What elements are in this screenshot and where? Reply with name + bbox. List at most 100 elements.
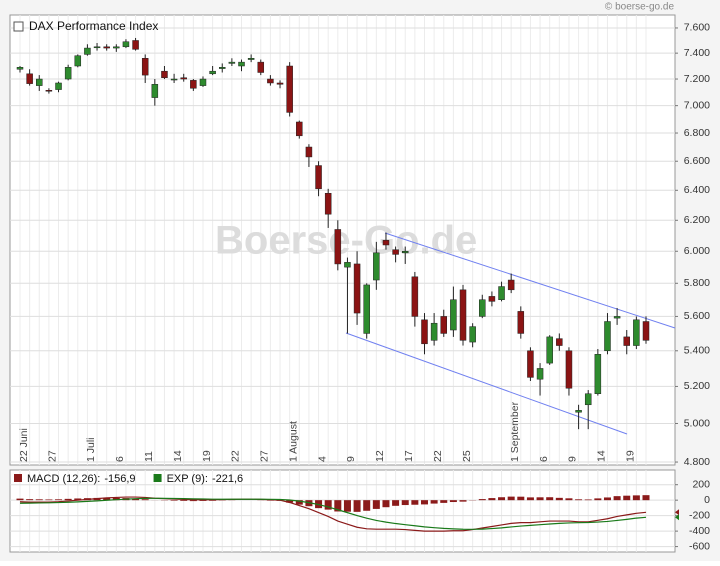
histogram-bar (421, 500, 428, 504)
histogram-bar (623, 496, 630, 500)
histogram-bar (556, 498, 563, 500)
histogram-bar (411, 500, 418, 505)
y-tick-label: 4.800 (684, 456, 710, 468)
y-tick-label: 7.400 (684, 47, 710, 59)
histogram-bar (604, 497, 611, 500)
histogram-bar (479, 499, 486, 500)
x-tick-label: 17 (403, 450, 415, 462)
candle-body (547, 337, 553, 363)
candle-body (373, 253, 379, 280)
histogram-bar (382, 500, 389, 507)
candle-body (643, 322, 649, 341)
histogram-bar (575, 499, 582, 500)
histogram-bar (373, 500, 380, 509)
y-tick-label: -200 (689, 509, 710, 521)
candle-body (527, 351, 533, 378)
histogram-bar (180, 500, 187, 501)
x-tick-label: 6 (538, 456, 550, 462)
candle-body (614, 316, 620, 318)
x-tick-label: 14 (172, 450, 184, 462)
x-tick-label: 12 (374, 450, 386, 462)
candle-body (595, 354, 601, 393)
histogram-bar (354, 500, 361, 512)
candle-body (248, 58, 254, 59)
candle-body (624, 337, 630, 346)
candle-body (412, 277, 418, 317)
histogram-bar (392, 500, 399, 506)
histogram-bar (517, 497, 524, 500)
legend-box (14, 22, 23, 31)
candle-body (27, 74, 33, 84)
candle-body (113, 47, 119, 48)
watermark: Boerse-Go.de (215, 219, 477, 263)
legend-label: DAX Performance Index (29, 19, 158, 33)
candle-body (152, 84, 158, 97)
candle-body (489, 296, 495, 301)
histogram-bar (508, 497, 515, 501)
histogram-bar (26, 499, 33, 500)
candle-body (219, 67, 225, 68)
copyright: © boerse-go.de (605, 2, 675, 13)
candle-body (258, 62, 264, 72)
histogram-bar (45, 499, 52, 500)
candle-body (566, 351, 572, 388)
legend-label: EXP (9): (167, 473, 208, 485)
candle-body (344, 262, 350, 267)
candle-body (393, 250, 399, 255)
candle-body (364, 285, 370, 334)
candle-body (306, 147, 312, 157)
candle-body (518, 311, 524, 333)
candle-body (335, 229, 341, 263)
legend-value: -221,6 (212, 473, 243, 485)
candle-body (421, 320, 427, 344)
candle-body (316, 166, 322, 189)
y-tick-label: 7.000 (684, 99, 710, 111)
x-tick-label: 22 (432, 450, 444, 462)
candle-body (450, 300, 456, 330)
y-tick-label: 0 (704, 494, 710, 506)
candle-body (142, 58, 148, 75)
histogram-bar (498, 497, 505, 500)
x-tick-label: 4 (316, 456, 328, 462)
candle-body (46, 90, 52, 91)
x-tick-label: 22 Juni (18, 428, 30, 462)
candle-body (17, 67, 23, 69)
candle-body (56, 83, 62, 90)
candle-body (239, 62, 245, 66)
y-tick-label: 6.200 (684, 214, 710, 226)
candle-body (460, 290, 466, 341)
legend-swatch (14, 474, 22, 482)
histogram-bar (460, 500, 467, 501)
x-tick-label: 1 September (509, 401, 521, 462)
candle-body (133, 40, 139, 49)
candle-body (325, 193, 331, 214)
candle-body (104, 47, 110, 48)
candle-body (576, 410, 582, 412)
candle-body (499, 287, 505, 300)
candle-body (123, 42, 129, 47)
candle-body (200, 79, 206, 86)
y-tick-label: -600 (689, 540, 710, 552)
candle-body (556, 339, 562, 346)
legend-label: MACD (12,26): (27, 473, 100, 485)
candle-body (36, 79, 42, 86)
histogram-bar (585, 499, 592, 500)
x-tick-label: 9 (567, 456, 579, 462)
histogram-bar (363, 500, 370, 511)
histogram-bar (614, 496, 621, 500)
histogram-bar (171, 500, 178, 501)
candle-body (383, 240, 389, 245)
x-tick-label: 1 Juli (85, 437, 97, 462)
x-tick-label: 25 (461, 450, 473, 462)
x-tick-label: 1 August (287, 421, 299, 462)
histogram-bar (643, 495, 650, 500)
y-tick-label: 7.600 (684, 22, 710, 34)
legend-value: -156,9 (104, 473, 135, 485)
candle-body (604, 322, 610, 351)
y-tick-label: -400 (689, 525, 710, 537)
candle-body (470, 327, 476, 342)
histogram-bar (344, 500, 351, 512)
histogram-bar (450, 500, 457, 502)
histogram-bar (633, 495, 640, 500)
legend-swatch (154, 474, 162, 482)
